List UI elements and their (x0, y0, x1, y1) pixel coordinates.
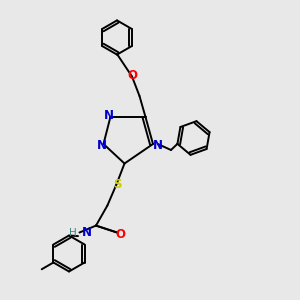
Text: S: S (113, 178, 122, 191)
Text: H: H (69, 227, 77, 238)
Text: O: O (116, 227, 126, 241)
Text: O: O (127, 69, 137, 82)
Text: N: N (152, 139, 163, 152)
Text: N: N (104, 109, 114, 122)
Text: N: N (97, 139, 107, 152)
Text: N: N (82, 226, 92, 239)
